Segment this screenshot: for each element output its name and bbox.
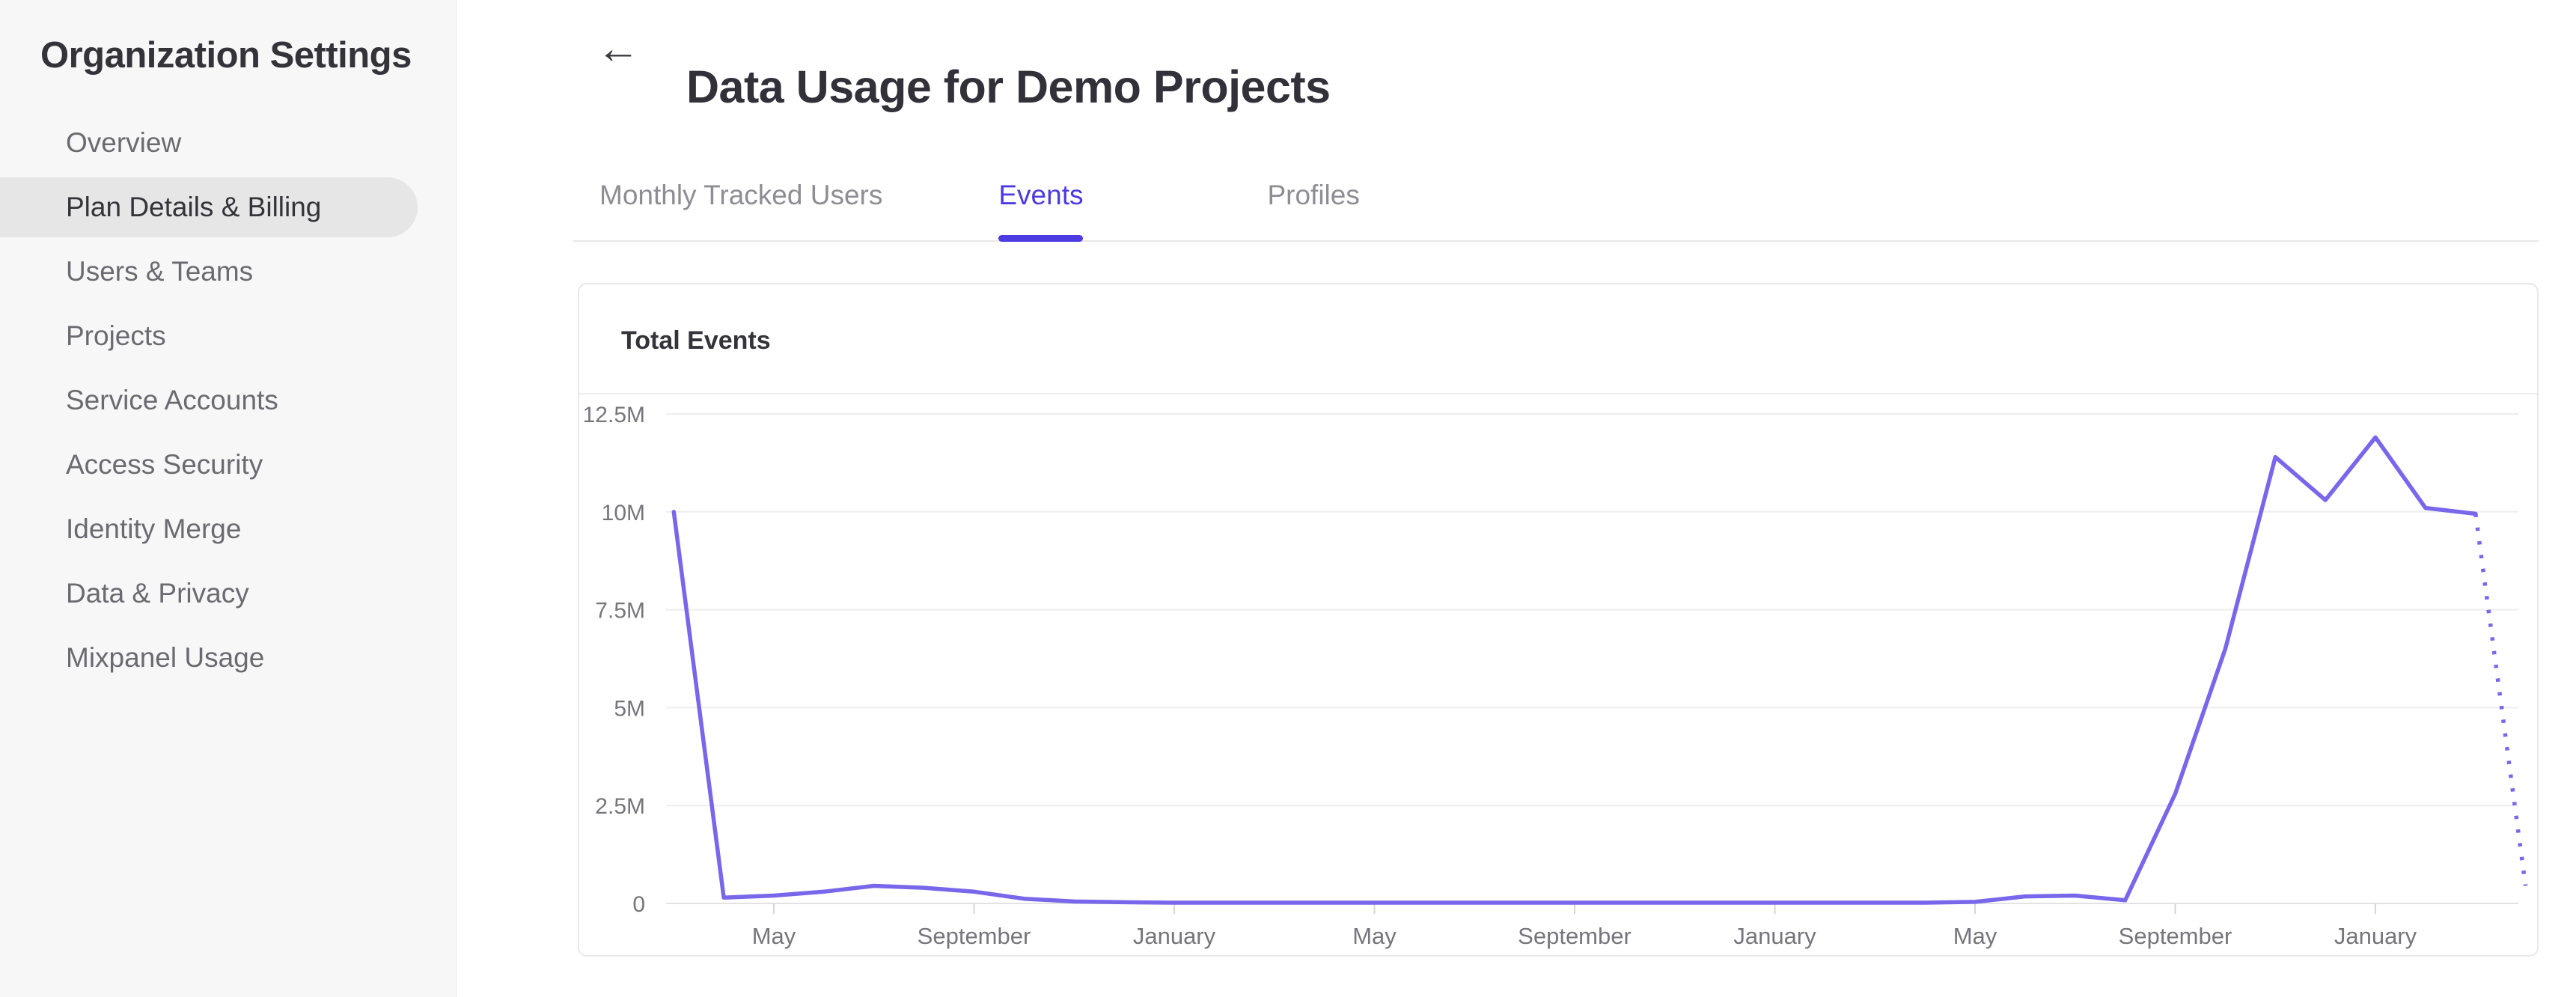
chart-title: Total Events [621, 326, 771, 355]
sidebar-item-mixpanel-usage[interactable]: Mixpanel Usage [66, 642, 265, 673]
sidebar-nav: Overview Plan Details & Billing Users & … [0, 111, 457, 690]
sidebar-item-access-security[interactable]: Access Security [66, 449, 263, 480]
tab-monthly-tracked-users[interactable]: Monthly Tracked Users [599, 179, 883, 210]
total-events-line-chart: 0 2.5M 5M 7.5M 10M 12.5M May September January Ma… [583, 403, 2528, 949]
x-axis-label: May [1953, 923, 1997, 949]
sidebar-item-overview[interactable]: Overview [66, 127, 182, 158]
sidebar-title: Organization Settings [40, 35, 412, 76]
back-button[interactable]: ← [592, 22, 644, 75]
y-axis-label: 5M [614, 696, 645, 721]
sidebar-item-data-privacy[interactable]: Data & Privacy [66, 578, 249, 609]
x-axis-label: May [752, 923, 796, 949]
settings-sidebar: Organization Settings Overview Plan Deta… [0, 0, 457, 997]
usage-tabs: Monthly Tracked Users Events Profiles [573, 150, 2539, 242]
back-arrow-icon: ← [596, 24, 640, 73]
y-axis-label: 12.5M [583, 403, 645, 427]
sidebar-item-projects[interactable]: Projects [66, 320, 166, 351]
x-axis-label: January [2334, 923, 2417, 949]
x-axis-label: May [1352, 923, 1397, 949]
y-axis-label: 7.5M [595, 599, 645, 623]
chart-line-solid [671, 435, 2478, 905]
x-axis-label: September [1518, 923, 1632, 949]
card-divider [579, 393, 2537, 394]
tab-events[interactable]: Events [998, 150, 1084, 242]
sidebar-item-service-accounts[interactable]: Service Accounts [66, 385, 278, 415]
chart-line-projected [2473, 513, 2528, 886]
y-axis-label: 0 [632, 892, 645, 917]
y-axis-label: 10M [602, 501, 645, 525]
total-events-card: Total Events [578, 283, 2539, 957]
x-axis-label: January [1133, 923, 1216, 949]
active-tab-underline [998, 235, 1084, 242]
sidebar-item-plan-details-billing[interactable]: Plan Details & Billing [0, 177, 418, 237]
y-axis-label: 2.5M [595, 794, 645, 819]
page-title: Data Usage for Demo Projects [686, 61, 1331, 112]
x-axis-label: September [918, 923, 1031, 949]
x-axis-label: January [1733, 923, 1816, 949]
tab-profiles[interactable]: Profiles [1267, 179, 1360, 210]
tab-events-label: Events [998, 179, 1084, 210]
sidebar-item-identity-merge[interactable]: Identity Merge [66, 513, 242, 544]
x-axis-label: September [2119, 923, 2232, 949]
sidebar-item-users-teams[interactable]: Users & Teams [66, 256, 254, 287]
